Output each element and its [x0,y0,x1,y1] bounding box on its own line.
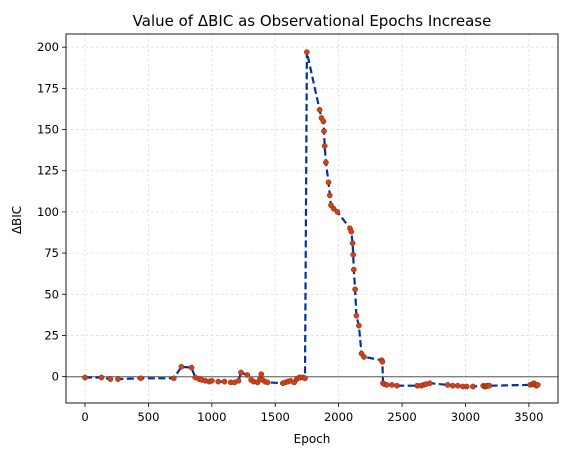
y-tick-label: 100 [37,205,59,219]
data-point [487,383,492,388]
data-point [321,129,326,134]
data-point [349,229,354,234]
data-point [179,364,184,369]
data-point [450,383,455,388]
data-point [326,180,331,185]
y-tick-label: 175 [37,81,59,95]
data-point [351,252,356,257]
data-point [384,382,389,387]
data-point [216,379,221,384]
chart-title: Value of ΔBIC as Observational Epochs In… [133,12,492,30]
y-tick-label: 125 [37,164,59,178]
data-point [189,365,194,370]
data-point [222,379,227,384]
data-point [259,372,264,377]
x-tick-label: 0 [81,410,88,424]
data-point [245,372,250,377]
y-axis-label: ΔBIC [10,206,24,234]
data-point [356,323,361,328]
x-tick-label: 3000 [451,410,480,424]
data-point [321,119,326,124]
y-tick-label: 75 [44,246,59,260]
data-point [353,287,358,292]
data-point [335,209,340,214]
data-point [350,241,355,246]
data-point [209,378,214,383]
data-point [361,354,366,359]
y-tick-label: 200 [37,40,59,54]
data-point [535,382,540,387]
y-tick-label: 150 [37,123,59,137]
y-tick-label: 0 [52,370,59,384]
x-tick-label: 3500 [514,410,543,424]
x-tick-label: 2000 [324,410,353,424]
data-point [323,160,328,165]
y-tick-label: 50 [44,287,59,301]
x-tick-label: 500 [137,410,159,424]
data-point [464,384,469,389]
data-point [304,50,309,55]
data-point [265,380,270,385]
data-point [327,193,332,198]
data-point [394,383,399,388]
y-tick-label: 25 [44,328,59,342]
data-point [115,377,120,382]
data-point [455,383,460,388]
data-point [238,370,243,375]
x-tick-label: 1500 [261,410,290,424]
data-point [236,378,241,383]
data-point [354,313,359,318]
data-point [380,359,385,364]
data-point [351,267,356,272]
data-point [302,376,307,381]
data-point [108,377,113,382]
data-point [427,381,432,386]
data-point [322,143,327,148]
x-tick-label: 2500 [387,410,416,424]
data-point [82,375,87,380]
data-point [138,376,143,381]
data-point [99,375,104,380]
x-tick-label: 1000 [197,410,226,424]
data-point [445,382,450,387]
data-point [317,107,322,112]
data-point [470,384,475,389]
data-point [171,376,176,381]
data-point [389,382,394,387]
x-axis-label: Epoch [294,432,331,446]
